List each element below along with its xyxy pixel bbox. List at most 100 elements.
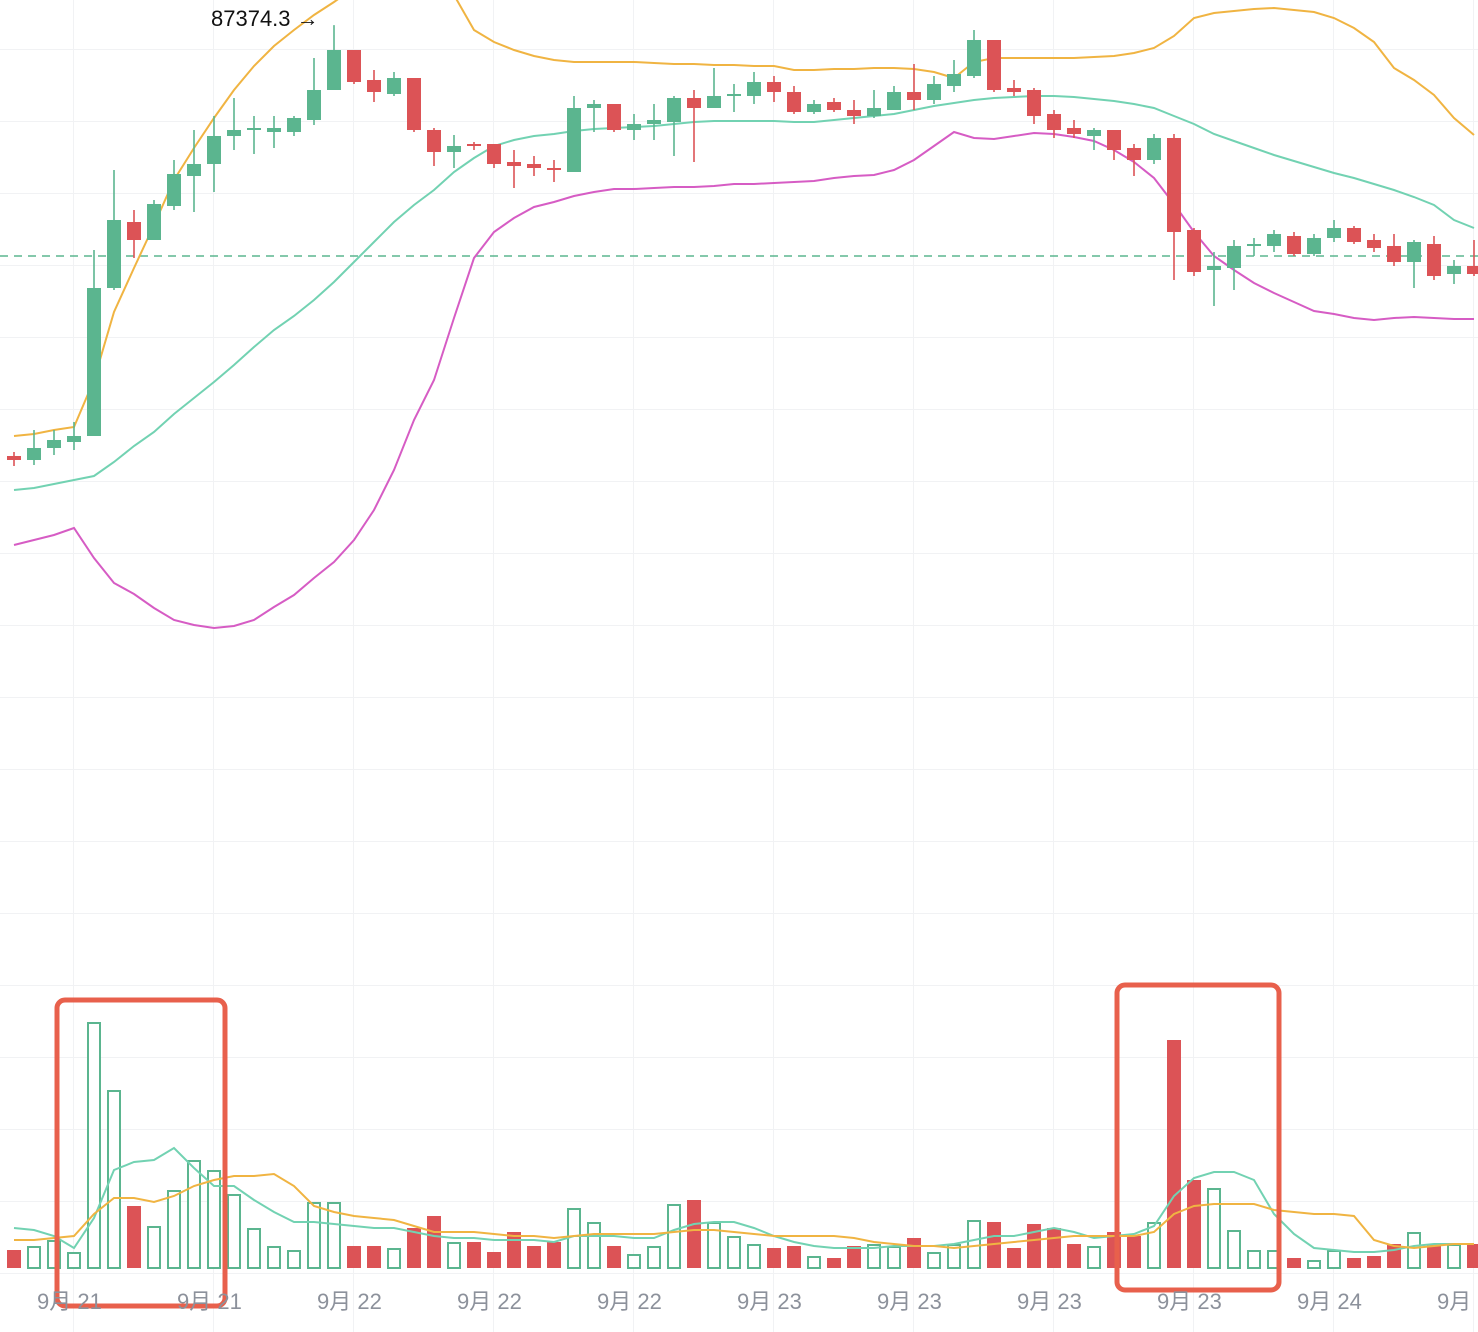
volume-bar: [1207, 1188, 1221, 1269]
volume-bar: [147, 1226, 161, 1269]
candle-body: [567, 108, 581, 172]
volume-bar: [187, 1160, 201, 1269]
candle-body: [827, 102, 841, 110]
candle-body: [407, 78, 421, 130]
x-tick-label: 9月 24: [1297, 1289, 1362, 1314]
x-tick-label: 9月 23: [737, 1289, 802, 1314]
volume-bar: [847, 1246, 861, 1268]
candle-body: [1187, 230, 1201, 272]
volume-bar: [587, 1222, 601, 1269]
volume-bar: [67, 1252, 81, 1269]
candle-body: [1327, 228, 1341, 238]
volume-bar: [887, 1246, 901, 1269]
x-tick-label: 9月 23: [1017, 1289, 1082, 1314]
volume-bar: [607, 1246, 621, 1268]
candle-body: [507, 162, 521, 166]
volume-bar: [907, 1238, 921, 1268]
candle-body: [647, 120, 661, 124]
volume-bar: [747, 1244, 761, 1269]
candle-body: [1427, 244, 1441, 276]
candle-body: [167, 174, 181, 206]
candle-body: [227, 130, 241, 136]
x-tick-label: 9月 23: [1157, 1289, 1222, 1314]
volume-bar: [167, 1190, 181, 1269]
volume-ma-line: [14, 1172, 1474, 1250]
volume-bar: [107, 1090, 121, 1269]
volume-bar: [1127, 1236, 1141, 1268]
volume-bar: [227, 1194, 241, 1269]
volume-bar: [727, 1236, 741, 1269]
candle-body: [667, 98, 681, 122]
candle-body: [87, 288, 101, 436]
candle-body: [387, 78, 401, 94]
volume-bar: [1347, 1258, 1361, 1268]
volume-bar: [1407, 1232, 1421, 1269]
volume-bar: [1187, 1180, 1201, 1268]
volume-bar: [627, 1254, 641, 1269]
volume-bar: [387, 1248, 401, 1269]
candle-body: [587, 104, 601, 108]
candle-body: [347, 50, 361, 82]
volume-bar: [1307, 1260, 1321, 1269]
volume-bar: [287, 1250, 301, 1269]
candle-body: [887, 92, 901, 110]
volume-bar: [347, 1246, 361, 1268]
candle-body: [767, 82, 781, 92]
volume-bar: [567, 1208, 581, 1269]
candle-body: [307, 90, 321, 120]
volume-bar: [27, 1246, 41, 1269]
max-annotation: 87374.3 →: [211, 6, 319, 31]
candle-body: [547, 168, 561, 170]
volume-bar: [1147, 1222, 1161, 1269]
candle-body: [487, 144, 501, 164]
band-line: [13, 0, 1475, 437]
candle-body: [907, 92, 921, 100]
candle-body: [427, 130, 441, 152]
candle-body: [1127, 148, 1141, 160]
candle-body: [1387, 246, 1401, 262]
volume-bar: [7, 1250, 21, 1268]
candle-body: [527, 164, 541, 168]
x-tick-label: 9月 23: [877, 1289, 942, 1314]
candle-body: [847, 110, 861, 116]
volume-bar: [467, 1242, 481, 1268]
candle-body: [1227, 246, 1241, 268]
candle-body: [967, 40, 981, 76]
candle-body: [987, 40, 1001, 90]
volume-bar: [527, 1246, 541, 1268]
volume-bar: [867, 1244, 881, 1269]
candle-body: [7, 456, 21, 460]
price-panel: [0, 0, 1478, 630]
candle-body: [107, 220, 121, 288]
volume-bar: [487, 1252, 501, 1268]
volume-bar: [1387, 1244, 1401, 1268]
volume-ma-line: [13, 1146, 1474, 1253]
x-tick-label: 9月: [1437, 1289, 1471, 1314]
candle-body: [927, 84, 941, 100]
volume-bar: [1067, 1244, 1081, 1268]
volume-bar: [1227, 1230, 1241, 1269]
volume-bar: [367, 1246, 381, 1268]
candle-body: [447, 146, 461, 152]
candle-body: [787, 92, 801, 112]
volume-bar: [1167, 1040, 1181, 1268]
volume-bar: [687, 1200, 701, 1268]
candle-body: [327, 50, 341, 90]
candle-body: [127, 222, 141, 240]
highlight-box: [54, 997, 228, 1309]
volume-bar: [1247, 1250, 1261, 1269]
volume-bar: [807, 1256, 821, 1269]
band-line: [13, 130, 1474, 630]
volume-bar: [307, 1202, 321, 1269]
volume-bar: [967, 1220, 981, 1269]
volume-bar: [647, 1246, 661, 1269]
candle-body: [1247, 244, 1261, 246]
volume-bar: [1027, 1224, 1041, 1268]
volume-bar: [827, 1258, 841, 1268]
candle-body: [367, 80, 381, 92]
volume-bar: [507, 1232, 521, 1268]
candle-body: [267, 128, 281, 132]
volume-bar: [1367, 1256, 1381, 1268]
candle-body: [807, 104, 821, 112]
